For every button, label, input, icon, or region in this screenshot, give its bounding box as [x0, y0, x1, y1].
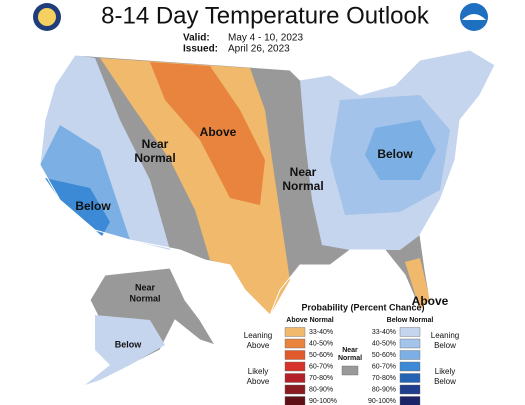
doc-logo-inner — [38, 8, 56, 26]
legend-category: Above — [247, 377, 270, 386]
legend-bin-label: 33-40% — [309, 329, 333, 336]
below-area — [365, 120, 436, 180]
legend-swatch — [399, 396, 421, 405]
legend-swatch — [284, 361, 306, 372]
legend-swatch — [284, 373, 306, 383]
legend-bin-label: 90-100% — [368, 398, 396, 405]
legend-category: Above — [247, 341, 270, 350]
coastline — [39, 49, 496, 316]
legend: Probability (Percent Chance) Above Normal… — [244, 302, 459, 405]
legend-category: Below — [434, 341, 456, 350]
title: 8-14 Day Temperature Outlook — [101, 2, 430, 29]
map-label-text: Below — [377, 147, 413, 161]
legend-bin-label: 40-50% — [309, 340, 333, 347]
legend-category: Normal — [338, 355, 362, 362]
legend-heading: Below Normal — [387, 317, 434, 324]
issued-date: April 26, 2023 — [228, 44, 290, 55]
legend-bin-label: 33-40% — [372, 329, 396, 336]
legend-bin-label: 40-50% — [372, 340, 396, 347]
legend-bin-label: 70-80% — [309, 375, 333, 382]
map-label-text: Below — [115, 339, 143, 349]
legend-swatch — [399, 338, 421, 349]
legend-bin-label: 50-60% — [309, 352, 333, 359]
map-label-text: Above — [200, 125, 237, 139]
legend-swatch — [399, 361, 421, 372]
legend-swatch — [399, 350, 421, 360]
map-label-text: Below — [75, 199, 111, 213]
legend-bin-label: 60-70% — [372, 363, 396, 370]
legend-swatch — [284, 350, 306, 360]
legend-heading: Above Normal — [286, 317, 334, 324]
above-area — [405, 258, 430, 310]
legend-swatch — [284, 396, 306, 405]
legend-swatch — [399, 327, 421, 337]
legend-swatch — [399, 373, 421, 383]
below-area — [45, 178, 110, 236]
map-label: Below — [377, 147, 413, 161]
above-area — [150, 62, 265, 205]
below-area — [40, 125, 130, 240]
legend-swatch — [284, 384, 306, 395]
legend-bin-label: 60-70% — [309, 363, 333, 370]
map-label: Above — [412, 294, 449, 308]
valid-dates: May 4 - 10, 2023 — [228, 33, 303, 44]
legend-swatch — [341, 365, 359, 376]
map-label-text: Normal — [134, 151, 175, 165]
below-area — [85, 315, 165, 385]
alaska — [84, 267, 217, 386]
conus — [39, 49, 496, 316]
legend-swatch — [284, 327, 306, 337]
legend-category: Below — [434, 377, 456, 386]
map-label-text: Near — [142, 137, 169, 151]
map-label-text: Near — [290, 165, 317, 179]
legend-category: Leaning — [244, 331, 272, 340]
map-label-text: Above — [412, 294, 449, 308]
legend-swatch — [284, 338, 306, 349]
map-label-text: Normal — [129, 293, 160, 303]
legend-category: Leaning — [431, 331, 459, 340]
legend-bin-label: 70-80% — [372, 375, 396, 382]
legend-category: Likely — [248, 367, 268, 376]
map-label-text: Normal — [282, 179, 323, 193]
legend-bin-label: 80-90% — [372, 386, 396, 393]
legend-bin-label: 90-100% — [309, 398, 337, 405]
legend-category: Near — [342, 347, 358, 354]
legend-bin-label: 80-90% — [309, 386, 333, 393]
map-labels: NearNormalAboveNearNormalBelowBelowAbove… — [75, 125, 448, 349]
map-label: Below — [75, 199, 111, 213]
noaa-logo-gull — [462, 14, 486, 20]
legend-bin-label: 50-60% — [372, 352, 396, 359]
legend-category: Likely — [435, 367, 455, 376]
map-label-text: Near — [135, 282, 156, 292]
legend-swatch — [399, 384, 421, 395]
map-label: Above — [200, 125, 237, 139]
legend-title: Probability (Percent Chance) — [301, 302, 424, 312]
map-label: Below — [115, 339, 143, 349]
valid-label: Valid: — [183, 33, 210, 44]
issued-label: Issued: — [183, 44, 218, 55]
